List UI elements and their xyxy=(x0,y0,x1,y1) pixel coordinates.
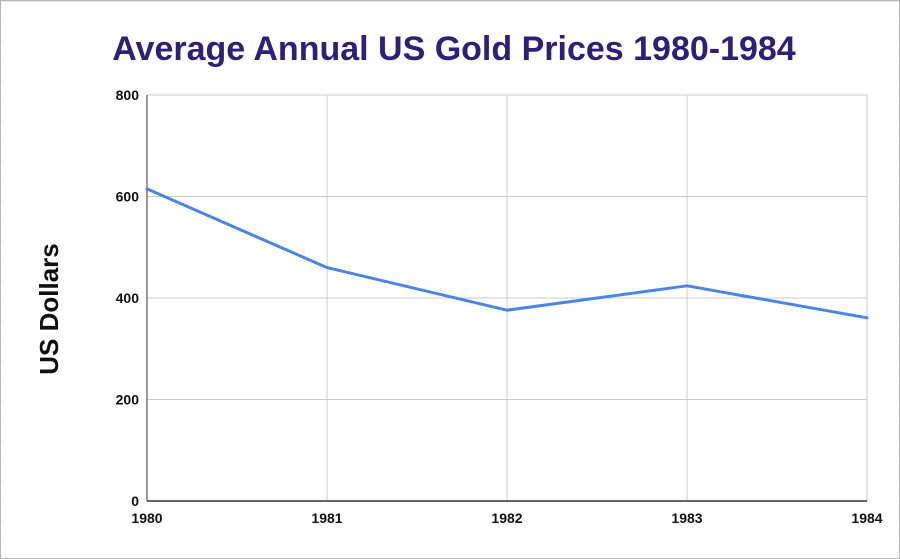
y-tick-label: 200 xyxy=(116,392,140,408)
x-tick-label: 1983 xyxy=(671,510,702,526)
x-tick-label: 1982 xyxy=(491,510,522,526)
data-point[interactable] xyxy=(324,265,330,271)
data-point[interactable] xyxy=(864,315,870,321)
x-tick-label: 1980 xyxy=(131,510,162,526)
chart-card[interactable]: Average Annual US Gold Prices 1980-1984 … xyxy=(3,3,897,556)
y-tick-label: 0 xyxy=(131,493,139,509)
data-point[interactable] xyxy=(144,186,150,192)
y-axis-label: US Dollars xyxy=(34,243,64,375)
series-line[interactable] xyxy=(145,187,869,320)
series-layer xyxy=(144,186,870,321)
axis-lines xyxy=(146,95,867,502)
y-tick-label: 400 xyxy=(116,290,140,306)
y-tick-label: 800 xyxy=(116,87,140,103)
x-tick-labels: 1980 1981 1982 1983 1984 xyxy=(131,510,882,526)
x-tick-label: 1984 xyxy=(851,510,882,526)
data-point[interactable] xyxy=(684,283,690,289)
line-chart: Average Annual US Gold Prices 1980-1984 … xyxy=(34,30,883,526)
grid-lines xyxy=(147,94,868,501)
y-tick-label: 600 xyxy=(116,189,140,205)
data-point[interactable] xyxy=(504,307,510,313)
x-tick-label: 1981 xyxy=(311,510,342,526)
chart-title: Average Annual US Gold Prices 1980-1984 xyxy=(112,30,796,68)
y-tick-labels: 0 200 400 600 800 xyxy=(116,87,140,509)
